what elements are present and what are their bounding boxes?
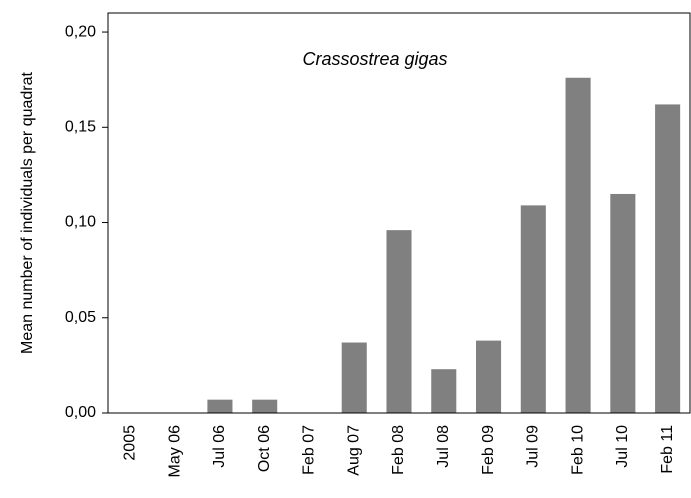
x-tick-label: Oct 06 xyxy=(256,425,273,472)
bar xyxy=(431,369,457,413)
bar xyxy=(610,193,636,413)
bar xyxy=(476,340,502,413)
x-tick-label: Jul 09 xyxy=(525,425,542,468)
plot-frame xyxy=(107,12,691,414)
bar xyxy=(386,230,412,413)
bar xyxy=(341,342,367,413)
y-axis-label: Mean number of individuals per quadrat xyxy=(19,71,36,354)
x-tick-label: Jul 06 xyxy=(211,425,228,468)
x-tick-label: Feb 07 xyxy=(301,425,318,475)
x-tick-label: May 06 xyxy=(166,425,183,478)
y-tick-label: 0,05 xyxy=(65,309,96,326)
x-tick-label: 2005 xyxy=(122,425,139,461)
bar xyxy=(207,399,233,413)
x-tick-label: Feb 11 xyxy=(659,425,676,474)
x-tick-label: Feb 08 xyxy=(390,425,407,475)
bar xyxy=(565,77,591,413)
y-tick-label: 0,00 xyxy=(65,404,96,421)
x-tick-label: Jul 10 xyxy=(614,425,631,468)
annotation: Crassostrea gigas xyxy=(302,49,447,69)
x-tick-label: Feb 10 xyxy=(569,425,586,475)
y-tick-label: 0,15 xyxy=(65,119,96,136)
x-tick-label: Jul 08 xyxy=(435,425,452,468)
bar xyxy=(520,205,546,413)
y-tick-label: 0,10 xyxy=(65,214,96,231)
x-tick-label: Feb 09 xyxy=(480,425,497,475)
y-tick-label: 0,20 xyxy=(65,23,96,40)
bar xyxy=(252,399,278,413)
x-tick-label: Aug 07 xyxy=(345,425,362,476)
bar xyxy=(655,104,681,413)
